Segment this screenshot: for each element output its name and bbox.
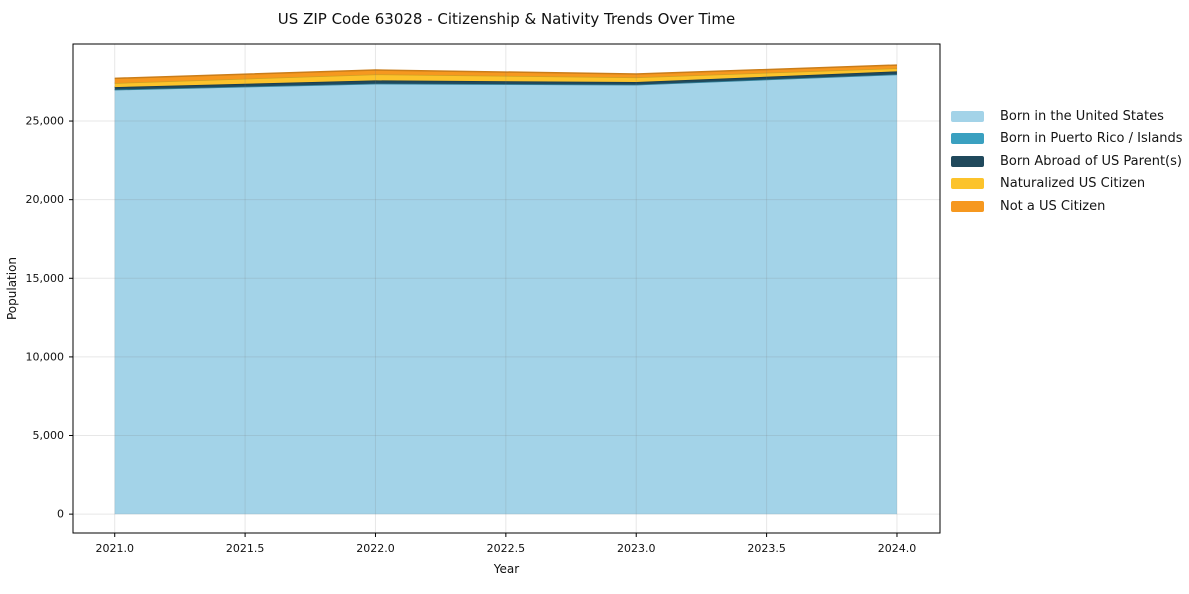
legend-label: Naturalized US Citizen bbox=[1000, 176, 1146, 192]
y-tick-label: 5,000 bbox=[33, 429, 65, 442]
legend-label: Born Abroad of US Parent(s) bbox=[1000, 153, 1182, 169]
grid-layer bbox=[73, 44, 940, 533]
x-tick-label: 2022.5 bbox=[487, 542, 526, 555]
x-tick-label: 2022.0 bbox=[356, 542, 395, 555]
area-series bbox=[114, 65, 897, 84]
axes-layer: 2021.0 2021.5 2022.0 2022.5 2023.0 2023.5 2024… bbox=[26, 43, 941, 555]
legend-label: Not a US Citizen bbox=[1000, 198, 1106, 214]
series-edge-line bbox=[114, 64, 898, 80]
x-tick-label: 2021.0 bbox=[95, 542, 134, 555]
x-axis-label: Year bbox=[493, 562, 519, 576]
area-series bbox=[114, 68, 897, 88]
legend-item: Naturalized US Citizen bbox=[951, 173, 1183, 196]
legend-label: Born in Puerto Rico / Islands bbox=[1000, 131, 1183, 147]
legend-item: Born in Puerto Rico / Islands bbox=[951, 128, 1183, 151]
legend-swatch bbox=[951, 178, 984, 190]
legend-swatch bbox=[951, 155, 984, 167]
x-tick-label: 2023.5 bbox=[747, 542, 786, 555]
x-tick-label: 2021.5 bbox=[226, 542, 265, 555]
x-tick-label: 2023.0 bbox=[617, 542, 656, 555]
area-series bbox=[114, 71, 897, 90]
legend-swatch bbox=[951, 200, 984, 212]
y-axis-label: Population bbox=[5, 257, 19, 320]
area-layer bbox=[114, 64, 898, 515]
area-series bbox=[114, 74, 897, 515]
plot-border bbox=[72, 43, 941, 534]
legend-swatch bbox=[951, 110, 984, 122]
chart-title: US ZIP Code 63028 - Citizenship & Nativi… bbox=[278, 10, 735, 28]
legend-item: Born in the United States bbox=[951, 105, 1183, 128]
y-tick-label: 20,000 bbox=[26, 193, 65, 206]
legend-swatch bbox=[951, 133, 984, 145]
y-tick-label: 0 bbox=[57, 508, 64, 521]
y-tick-label: 15,000 bbox=[26, 272, 65, 285]
x-tick-label: 2024.0 bbox=[878, 542, 917, 555]
y-tick-label: 25,000 bbox=[26, 115, 65, 128]
legend: Born in the United States Born in Puerto … bbox=[951, 105, 1183, 218]
y-tick-label: 10,000 bbox=[26, 350, 65, 363]
legend-item: Born Abroad of US Parent(s) bbox=[951, 150, 1183, 173]
legend-label: Born in the United States bbox=[1000, 108, 1164, 124]
legend-item: Not a US Citizen bbox=[951, 195, 1183, 218]
